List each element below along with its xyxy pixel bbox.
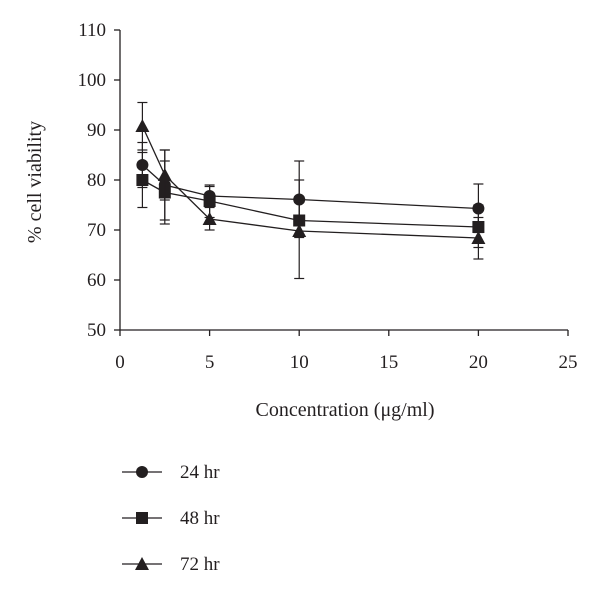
data-point xyxy=(157,168,172,181)
x-tick-label: 25 xyxy=(559,352,578,373)
series-line xyxy=(142,179,479,228)
legend-marker-square xyxy=(136,512,148,524)
legend-item: 24 hr xyxy=(122,462,220,483)
legend-label: 72 hr xyxy=(180,554,220,575)
legend-label: 24 hr xyxy=(180,462,220,483)
series-layer xyxy=(135,101,486,280)
legend-label: 48 hr xyxy=(180,508,220,529)
x-tick-label: 0 xyxy=(115,352,125,373)
legend: 24 hr 48 hr 72 hr xyxy=(122,462,220,575)
y-tick-label: 80 xyxy=(87,170,106,191)
data-point xyxy=(135,119,150,132)
legend-marker-triangle xyxy=(135,557,149,570)
data-point xyxy=(202,212,217,225)
series-72-hr xyxy=(135,101,486,280)
legend-marker-circle xyxy=(136,466,148,478)
y-tick-label: 70 xyxy=(87,220,106,241)
y-tick-label: 110 xyxy=(78,20,106,41)
x-tick-label: 10 xyxy=(290,352,309,373)
series-24-hr xyxy=(136,141,485,234)
plot-area: 50 60 70 80 90 100 110 0 5 10 15 20 25 xyxy=(78,20,578,373)
x-axis-title: Concentration (μg/ml) xyxy=(255,399,434,421)
x-tick-label: 15 xyxy=(379,352,398,373)
x-tick-label: 5 xyxy=(205,352,215,373)
y-axis-ticks: 50 60 70 80 90 100 110 xyxy=(78,20,120,341)
y-tick-label: 90 xyxy=(87,120,106,141)
legend-item: 72 hr xyxy=(122,554,220,575)
data-point xyxy=(471,231,486,244)
x-tick-label: 20 xyxy=(469,352,488,373)
y-tick-label: 50 xyxy=(87,320,106,341)
x-axis-ticks: 0 5 10 15 20 25 xyxy=(115,330,578,373)
y-tick-label: 60 xyxy=(87,270,106,291)
data-point xyxy=(203,195,216,207)
y-axis-title: % cell viability xyxy=(24,121,46,243)
y-tick-label: 100 xyxy=(78,70,107,91)
legend-item: 48 hr xyxy=(122,508,220,529)
data-point xyxy=(292,224,307,237)
data-point xyxy=(136,174,149,186)
